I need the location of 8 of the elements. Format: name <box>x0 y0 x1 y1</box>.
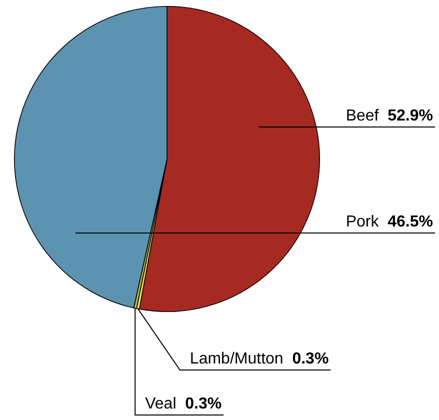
slice-label: Beef <box>346 107 388 124</box>
slice-label: Lamb/Mutton <box>190 350 292 368</box>
data-label: 52.9% <box>388 107 434 124</box>
slice-label: Veal <box>145 395 186 412</box>
data-label: 0.3% <box>292 350 329 368</box>
data-label: 0.3% <box>185 395 222 412</box>
slice-label: Pork <box>346 213 388 230</box>
data-label: 46.5% <box>388 213 434 230</box>
